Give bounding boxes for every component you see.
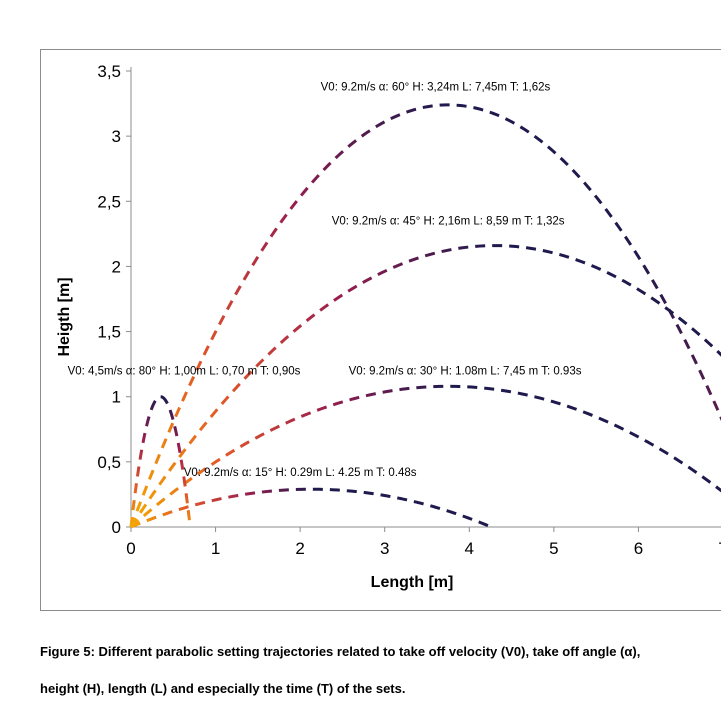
y-tick-label: 0 xyxy=(112,518,121,537)
y-tick-label: 3 xyxy=(112,127,121,146)
trajectory-chart: 0 0,5 1 1,5 2 2,5 3 3,5 0 1 2 3 4 5 6 7 Length [m] Heigth… xyxy=(56,62,721,591)
y-tick-label: 2,5 xyxy=(97,192,121,211)
x-tick-label: 1 xyxy=(211,539,220,558)
y-tick-label: 0,5 xyxy=(97,453,121,472)
trajectory-curve-45deg xyxy=(129,244,721,528)
trajectory-label-15deg: V0: 9.2m/s α: 15° H: 0.29m L: 4.25 m T: … xyxy=(184,467,417,479)
trajectory-curve-30deg xyxy=(130,384,721,529)
x-tick-label: 7 xyxy=(718,539,721,558)
trajectory-label-60deg: V0: 9.2m/s α: 60° H: 3,24m L: 7,45m T: 1… xyxy=(321,82,551,94)
y-tick-label: 3,5 xyxy=(97,62,121,81)
trajectory-label-80deg: V0: 4,5m/s α: 80° H: 1,00m L: 0,70 m T: … xyxy=(68,366,301,378)
trajectory-curve-80deg xyxy=(129,395,192,528)
trajectory-label-30deg: V0: 9.2m/s α: 30° H: 1.08m L: 7,45 m T: … xyxy=(349,366,582,378)
y-tick-label: 1 xyxy=(112,388,121,407)
y-axis-title: Heigth [m] xyxy=(56,277,73,356)
x-tick-label: 5 xyxy=(549,539,558,558)
figure-caption-line-2: height (H), length (L) and especially th… xyxy=(40,681,406,696)
x-tick-label: 3 xyxy=(380,539,389,558)
trajectory-curve-15deg xyxy=(130,487,492,529)
trajectory-curve-60deg xyxy=(129,103,721,528)
y-tick-label: 2 xyxy=(112,257,121,276)
trajectory-label-45deg: V0: 9.2m/s α: 45° H: 2,16m L: 8,59 m T: … xyxy=(332,216,565,228)
x-tick-label: 2 xyxy=(295,539,304,558)
x-tick-label: 6 xyxy=(634,539,643,558)
x-tick-label: 4 xyxy=(465,539,474,558)
chart-area: 0 0,5 1 1,5 2 2,5 3 3,5 0 1 2 3 4 5 6 7 Length [m] Heigth… xyxy=(40,49,721,611)
y-tick-label: 1,5 xyxy=(97,323,121,342)
figure-caption-line-1: Figure 5: Different parabolic setting tr… xyxy=(40,644,641,659)
x-tick-label: 0 xyxy=(126,539,135,558)
x-axis-title: Length [m] xyxy=(371,574,454,591)
